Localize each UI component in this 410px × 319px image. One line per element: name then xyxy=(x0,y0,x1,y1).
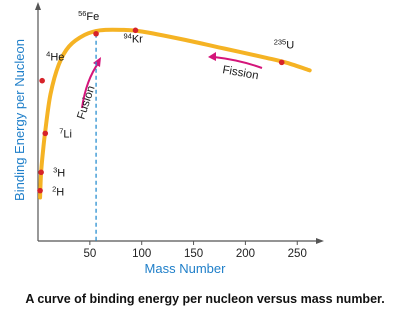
data-point xyxy=(39,77,45,84)
fission-arrowhead xyxy=(208,52,216,61)
mass-number: 3 xyxy=(53,165,57,174)
point-label: 2H xyxy=(52,185,64,199)
curve xyxy=(38,27,312,200)
data-point xyxy=(278,59,285,66)
x-axis-label: Mass Number xyxy=(145,261,227,276)
point-label: 3H xyxy=(53,165,65,179)
data-point xyxy=(42,130,49,137)
point-label: 235U xyxy=(274,37,295,51)
element-symbol: Li xyxy=(63,128,72,140)
point-label: 56Fe xyxy=(78,9,99,23)
x-tick-label: 200 xyxy=(236,248,255,260)
x-tick-label: 50 xyxy=(83,248,96,260)
fission-arrow xyxy=(213,56,263,69)
x-axis-arrow xyxy=(316,238,324,244)
mass-number: 4 xyxy=(46,50,50,59)
mass-number: 7 xyxy=(59,126,63,135)
data-point xyxy=(132,27,139,34)
annotation-arrows xyxy=(81,52,263,109)
fusion-arrowhead xyxy=(93,57,101,67)
x-tick-label: 150 xyxy=(184,248,203,260)
fission-label: Fission xyxy=(221,64,259,82)
point-label: 94Kr xyxy=(123,31,143,45)
data-point xyxy=(93,30,99,37)
y-axis-arrow xyxy=(35,2,41,10)
point-label: 4He xyxy=(46,50,64,64)
element-symbol: U xyxy=(286,39,294,51)
element-symbol: Kr xyxy=(132,33,143,45)
element-symbol: Fe xyxy=(86,11,99,23)
mass-number: 235 xyxy=(274,37,287,46)
caption: A curve of binding energy per nucleon ve… xyxy=(25,292,384,306)
data-point xyxy=(37,187,43,194)
element-symbol: H xyxy=(56,187,64,199)
element-symbol: He xyxy=(50,52,64,64)
x-tick-label: 100 xyxy=(132,248,151,260)
x-tick-label: 250 xyxy=(288,248,307,260)
element-symbol: H xyxy=(57,167,65,179)
fusion-label: Fusion xyxy=(75,84,97,121)
mass-number: 56 xyxy=(78,9,86,18)
y-axis-label: Binding Energy per Nucleon xyxy=(12,39,27,201)
mass-number: 94 xyxy=(123,31,131,40)
point-label: 7Li xyxy=(59,126,72,140)
data-point xyxy=(38,169,44,176)
mass-number: 2 xyxy=(52,185,56,194)
